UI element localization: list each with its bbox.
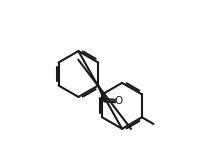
- Text: O: O: [114, 96, 123, 106]
